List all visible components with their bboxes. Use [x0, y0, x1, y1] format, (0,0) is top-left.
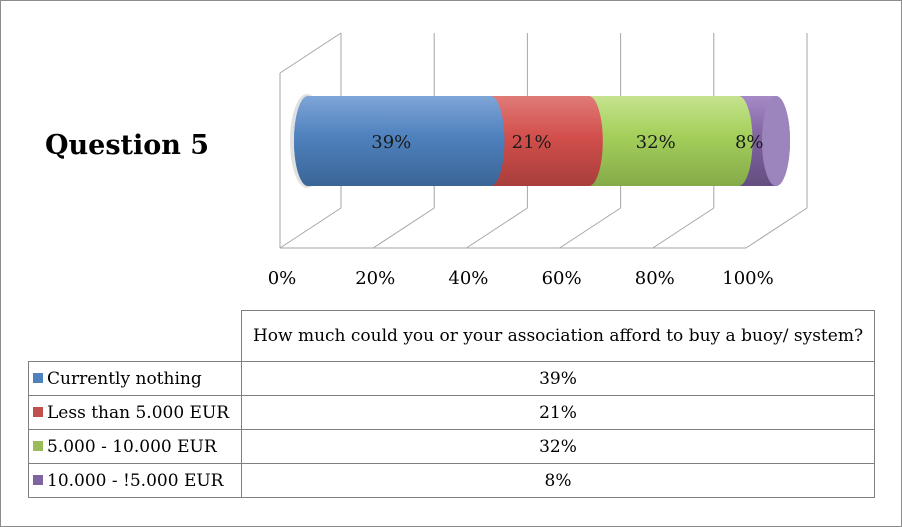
- bar-start-cap: [294, 96, 322, 186]
- legend-swatch-blue: [33, 372, 43, 383]
- x-tick-label: 80%: [635, 268, 675, 289]
- bars-group: 39% 21% 32% 8%: [290, 94, 790, 188]
- data-label: 39%: [371, 132, 411, 153]
- table-row-label: Currently nothing: [28, 361, 242, 396]
- chart-title: Question 5: [45, 130, 210, 161]
- floor-gridline: [372, 207, 435, 249]
- legend-swatch-red: [33, 406, 43, 417]
- legend-label: 5.000 - 10.000 EUR: [47, 436, 217, 457]
- data-table: How much could you or your association a…: [28, 310, 875, 498]
- bar-segment: [574, 96, 753, 186]
- floor-gridline: [745, 207, 808, 249]
- table-row-label: Less than 5.000 EUR: [28, 395, 242, 430]
- table-row: Currently nothing 39%: [28, 361, 875, 396]
- floor-gridline: [559, 207, 621, 249]
- floor-gridline: [279, 207, 342, 249]
- x-tick-label: 60%: [542, 268, 582, 289]
- x-tick-label: 40%: [448, 268, 488, 289]
- legend-label: 10.000 - !5.000 EUR: [47, 470, 224, 491]
- table-row: 10.000 - !5.000 EUR 8%: [28, 463, 875, 498]
- bar-segment: [476, 96, 603, 186]
- table-row-label: 10.000 - !5.000 EUR: [28, 463, 242, 498]
- bar-segment: [294, 96, 505, 186]
- data-label: 8%: [735, 132, 764, 153]
- table-row: Less than 5.000 EUR 21%: [28, 395, 875, 430]
- floor-gridline: [466, 207, 528, 249]
- x-tick-label: 20%: [355, 268, 395, 289]
- legend-label: Currently nothing: [47, 368, 202, 389]
- table-row-label: 5.000 - 10.000 EUR: [28, 429, 242, 464]
- side-wall-top-edge: [279, 32, 342, 74]
- x-tick-label: 0%: [268, 268, 297, 289]
- bar-end-cap: [762, 96, 790, 186]
- legend-swatch-purple: [33, 474, 43, 485]
- table-cell-value: 21%: [241, 395, 875, 430]
- table-column-header: How much could you or your association a…: [241, 310, 875, 362]
- table-cell-value: 32%: [241, 429, 875, 464]
- legend-label: Less than 5.000 EUR: [47, 402, 230, 423]
- table-row: 5.000 - 10.000 EUR 32%: [28, 429, 875, 464]
- floor-gridline: [652, 207, 715, 249]
- table-cell-value: 8%: [241, 463, 875, 498]
- table-corner: [28, 310, 242, 362]
- stacked-bar-chart: 39% 21% 32% 8% 0% 20% 40% 60% 80% 100%: [268, 32, 808, 289]
- data-label: 32%: [636, 132, 676, 153]
- legend-swatch-green: [33, 440, 43, 451]
- table-cell-value: 39%: [241, 361, 875, 396]
- x-tick-label: 100%: [722, 268, 773, 289]
- x-axis-ticks: 0% 20% 40% 60% 80% 100%: [268, 268, 774, 289]
- data-label: 21%: [512, 132, 552, 153]
